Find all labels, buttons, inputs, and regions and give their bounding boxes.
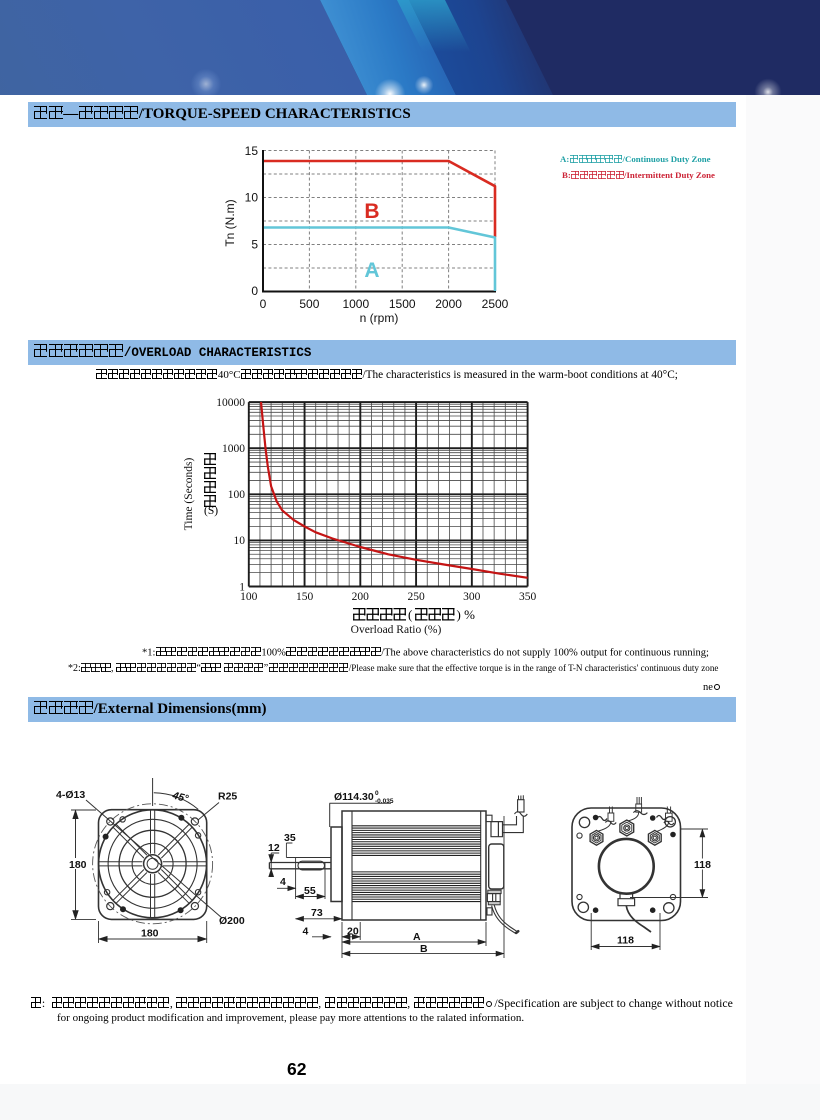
- svg-text:350: 350: [519, 591, 537, 603]
- svg-text:Overload Ratio (%): Overload Ratio (%): [351, 624, 442, 636]
- svg-text:180: 180: [141, 928, 159, 940]
- svg-text:A: A: [364, 259, 379, 282]
- svg-text:A: A: [413, 931, 421, 943]
- svg-text:0: 0: [260, 297, 267, 311]
- svg-text:200: 200: [352, 591, 370, 603]
- svg-text:500: 500: [299, 297, 319, 311]
- svg-text:1: 1: [239, 582, 245, 594]
- svg-text:100: 100: [228, 489, 246, 501]
- svg-text:0: 0: [251, 284, 258, 298]
- svg-text:1000: 1000: [342, 297, 369, 311]
- svg-text:250: 250: [407, 591, 425, 603]
- svg-text:118: 118: [617, 935, 634, 947]
- svg-text:(S): (S): [204, 505, 218, 517]
- svg-text:55: 55: [304, 885, 316, 897]
- svg-text:45°: 45°: [170, 789, 190, 805]
- svg-text:2000: 2000: [435, 297, 462, 311]
- svg-text:20: 20: [347, 926, 359, 938]
- svg-text:100: 100: [240, 591, 257, 603]
- svg-text:10000: 10000: [216, 397, 245, 409]
- svg-text:300: 300: [463, 591, 481, 603]
- svg-text:118: 118: [694, 859, 711, 871]
- svg-text:10: 10: [245, 191, 259, 205]
- svg-text:5: 5: [251, 238, 258, 252]
- svg-text:2500: 2500: [482, 297, 509, 311]
- svg-text:Tn (N.m): Tn (N.m): [223, 199, 237, 246]
- svg-text:4-Ø13: 4-Ø13: [56, 789, 85, 801]
- svg-text:180: 180: [69, 859, 87, 871]
- svg-text:1500: 1500: [389, 297, 416, 311]
- svg-text:(: (: [408, 607, 412, 622]
- svg-text:R25: R25: [218, 791, 237, 803]
- svg-text:0: 0: [375, 790, 379, 797]
- svg-text:) %: ) %: [457, 607, 476, 622]
- svg-text:15: 15: [245, 144, 259, 158]
- svg-text:B: B: [364, 200, 379, 223]
- svg-text:12: 12: [268, 842, 280, 854]
- svg-text:73: 73: [311, 907, 323, 919]
- svg-text:Ø200: Ø200: [219, 915, 245, 927]
- svg-text:Ø114.30: Ø114.30: [334, 791, 374, 803]
- svg-text:150: 150: [296, 591, 314, 603]
- svg-text:1000: 1000: [222, 443, 245, 455]
- svg-text:4: 4: [303, 926, 309, 938]
- svg-text:10: 10: [234, 535, 246, 547]
- svg-text:4: 4: [280, 876, 286, 888]
- svg-text:35: 35: [284, 832, 296, 844]
- svg-text:B: B: [420, 943, 428, 955]
- svg-text:Time (Seconds): Time (Seconds): [183, 457, 195, 530]
- svg-text:n (rpm): n (rpm): [360, 311, 399, 325]
- svg-text:-0.035: -0.035: [375, 798, 394, 805]
